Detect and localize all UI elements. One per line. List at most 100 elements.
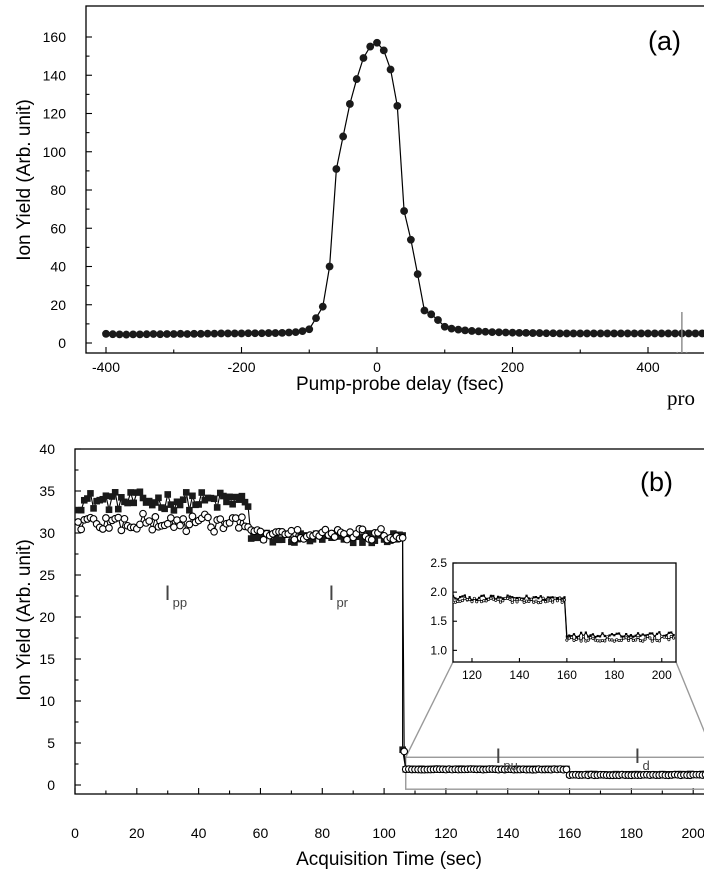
data-point <box>271 329 280 337</box>
inset-circle-point <box>553 596 557 600</box>
inset-y-tick-label: 1.5 <box>430 614 447 628</box>
inset-circle-point <box>447 599 449 601</box>
data-point <box>447 324 456 333</box>
y-tick-label: 35 <box>39 483 55 499</box>
inset-circle-point <box>636 635 640 639</box>
inset-circle-point <box>669 634 673 639</box>
data-point <box>278 328 287 337</box>
circle-point <box>367 535 376 544</box>
inset-circle-point <box>501 599 505 603</box>
data-point <box>617 329 625 338</box>
inset-circle-point <box>555 599 559 603</box>
inset-circle-point <box>532 600 536 604</box>
inset-x-tick-label: 200 <box>652 668 672 682</box>
inset-circle-point <box>551 600 555 604</box>
x-tick-label: 400 <box>636 359 660 375</box>
square-point <box>176 501 184 509</box>
inset-square-point <box>501 597 504 600</box>
inset-square-point <box>601 632 604 635</box>
inset-square-point <box>655 632 659 636</box>
data-point <box>264 329 273 337</box>
inset-circle-point <box>460 598 465 603</box>
inset-circle-point <box>475 600 479 604</box>
inset-square-point <box>534 596 538 599</box>
data-point <box>203 329 212 338</box>
inset-square-point <box>634 634 637 637</box>
inset-square-point <box>454 597 457 600</box>
inset-square-point <box>627 635 630 638</box>
data-point <box>474 327 483 336</box>
inset-square-point <box>546 596 549 599</box>
square-point <box>365 530 372 537</box>
data-point <box>528 329 537 337</box>
inset-circle-point <box>579 639 583 643</box>
circle-point <box>188 512 197 521</box>
square-point <box>155 494 162 502</box>
circle-point <box>98 525 107 533</box>
inset-circle-point <box>645 634 650 638</box>
inset-square-point <box>532 596 535 599</box>
inset-circle-point <box>472 596 476 600</box>
circle-point <box>216 515 225 523</box>
square-point <box>229 500 236 508</box>
inset-square-point <box>549 596 552 599</box>
square-point <box>182 489 190 496</box>
square-point <box>220 492 227 500</box>
data-point <box>379 46 388 55</box>
inset-circle-point <box>468 597 472 602</box>
inset-circle-point <box>536 601 540 605</box>
inset-square-point <box>641 633 644 636</box>
panel-a-xlabel: Pump-probe delay (fsec) <box>296 374 504 395</box>
data-point <box>671 329 679 338</box>
inset-circle-point <box>664 635 669 639</box>
data-point <box>434 316 442 324</box>
inset-square-point <box>575 635 578 639</box>
inset-circle-point <box>581 635 586 639</box>
data-point <box>115 330 124 339</box>
panel-b: 0 20 40 60 80 100 120 140 160 180 200 0 5 10 15 20 25 30 3… <box>14 441 704 870</box>
inset-circle-point <box>648 636 652 640</box>
panel-b-series <box>75 488 704 780</box>
data-point <box>400 207 408 215</box>
inset-circle-point <box>657 639 661 643</box>
inset-circle-point <box>598 639 602 643</box>
square-point <box>278 536 286 544</box>
inset-circle-point <box>653 636 657 640</box>
inset-circle-point <box>558 596 562 600</box>
data-point <box>549 329 558 338</box>
data-point <box>305 325 314 334</box>
inset-square-point <box>539 595 542 598</box>
data-point <box>346 100 354 108</box>
square-point <box>111 489 119 496</box>
data-point <box>210 329 219 338</box>
square-point <box>238 492 246 500</box>
data-point <box>556 329 564 338</box>
data-point <box>664 329 673 338</box>
x-tick-label: 200 <box>501 359 525 375</box>
data-point <box>691 329 700 338</box>
inset-square-point <box>603 634 606 638</box>
circle-point <box>290 535 299 544</box>
data-point <box>196 329 205 338</box>
circle-point <box>231 514 240 522</box>
inset-square-point <box>589 634 592 637</box>
data-point <box>495 328 503 337</box>
data-point <box>291 328 300 336</box>
circle-point <box>75 518 82 526</box>
inset-square-point <box>658 631 661 634</box>
inset-circle-point <box>527 599 531 603</box>
inset-square-point <box>459 595 462 599</box>
circle-point <box>238 513 246 522</box>
x-tick-label: 180 <box>620 825 644 841</box>
inset-square-point <box>672 633 675 637</box>
inset-circle-point <box>562 598 567 602</box>
data-point <box>535 329 544 337</box>
circle-point <box>330 533 339 541</box>
data-point <box>135 330 144 339</box>
inset-circle-point <box>672 636 676 640</box>
inset-circle-point <box>641 639 645 643</box>
data-point <box>461 326 469 335</box>
data-point <box>515 328 524 337</box>
annotation-label: I <box>495 745 501 768</box>
